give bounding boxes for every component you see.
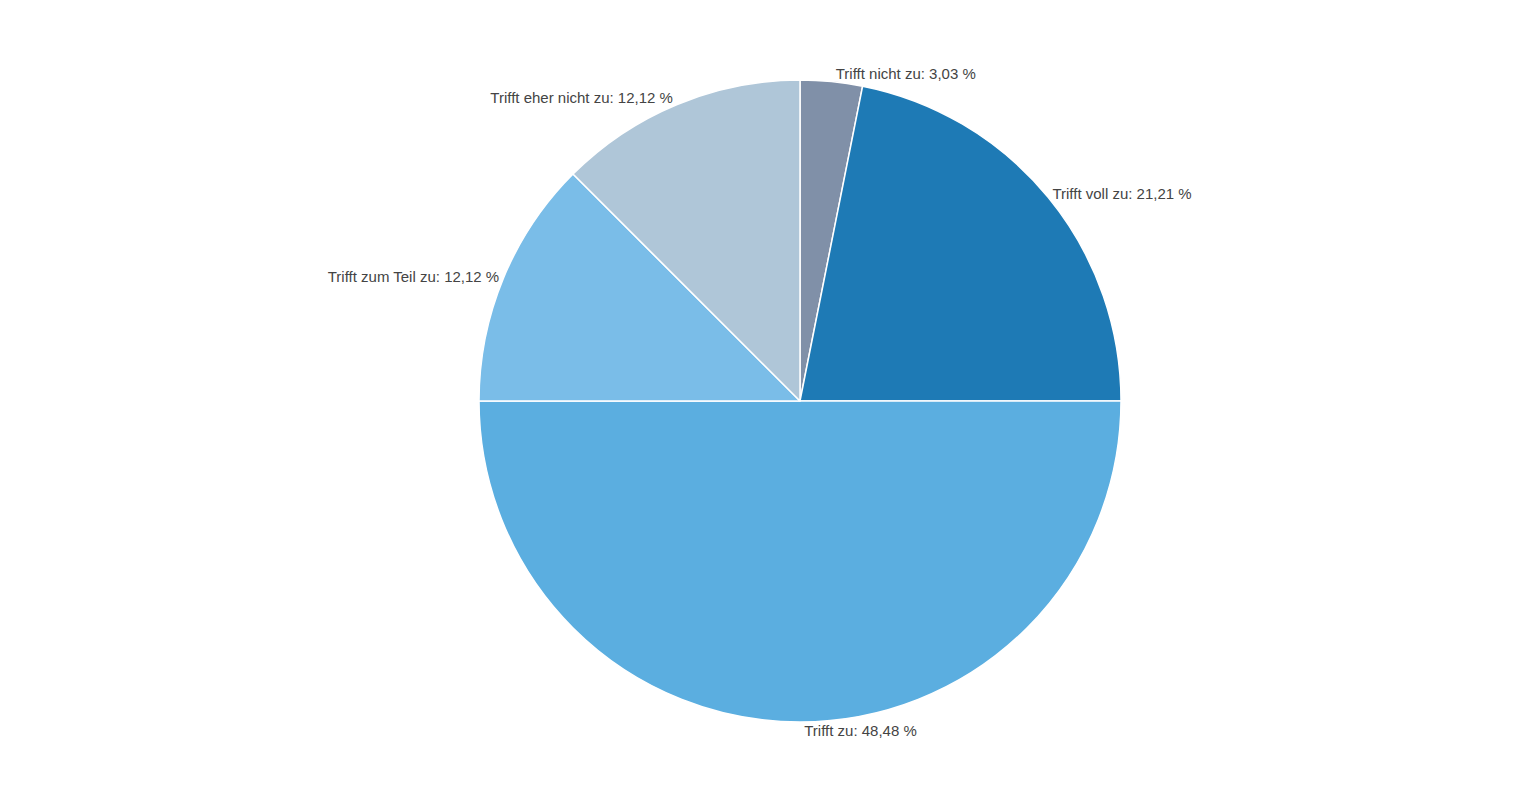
- svg-text:Trifft eher nicht zu: 12,12 %: Trifft eher nicht zu: 12,12 %: [490, 89, 673, 106]
- svg-text:Trifft zum Teil zu: 12,12 %: Trifft zum Teil zu: 12,12 %: [328, 268, 499, 285]
- svg-text:Trifft zu: 48,48 %: Trifft zu: 48,48 %: [804, 722, 917, 739]
- svg-text:Trifft nicht zu: 3,03 %: Trifft nicht zu: 3,03 %: [836, 65, 976, 82]
- svg-text:Trifft voll zu: 21,21 %: Trifft voll zu: 21,21 %: [1052, 185, 1191, 202]
